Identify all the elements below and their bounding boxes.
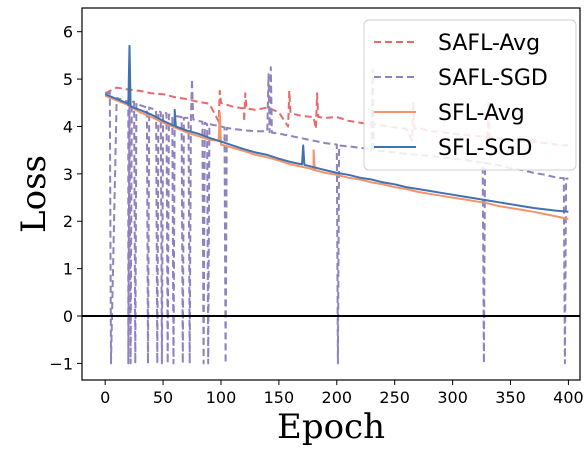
y-tick-label: 6 [63,23,73,42]
y-tick-label: 0 [63,307,73,326]
y-axis-title: Loss [14,155,54,233]
y-tick-label: 2 [63,212,73,231]
x-tick-label: 0 [100,388,110,407]
legend-box [363,19,577,171]
legend: SAFL-Avg SAFL-SGD SFL-Avg SFL-SGD [363,19,577,171]
x-tick-label: 300 [437,388,468,407]
series-line-sfl-avg [104,94,569,220]
x-tick-label: 400 [553,388,584,407]
legend-label-safl-avg: SAFL-Avg [438,31,540,56]
x-tick-label: 350 [495,388,526,407]
y-tick-label: 1 [63,260,73,279]
y-tick-label: 3 [63,165,73,184]
y-axis-ticks: −1 0 1 2 3 4 5 6 [49,23,82,373]
x-tick-label: 200 [322,388,353,407]
y-tick-label: −1 [49,354,73,373]
x-tick-label: 100 [206,388,237,407]
plot-frame [81,7,581,381]
y-tick-label: 4 [63,117,73,136]
x-axis-title: Epoch [277,407,385,447]
x-tick-label: 250 [379,388,410,407]
x-tick-label: 150 [264,388,295,407]
legend-label-safl-sgd: SAFL-SGD [438,66,548,91]
x-axis-ticks: 0 50 100 150 200 250 300 350 400 [100,380,584,407]
legend-label-sfl-avg: SFL-Avg [438,101,525,126]
y-tick-label: 5 [63,70,73,89]
legend-label-sfl-sgd: SFL-SGD [438,136,532,161]
series-line-sfl-sgd [104,44,569,213]
x-tick-label: 50 [153,388,173,407]
